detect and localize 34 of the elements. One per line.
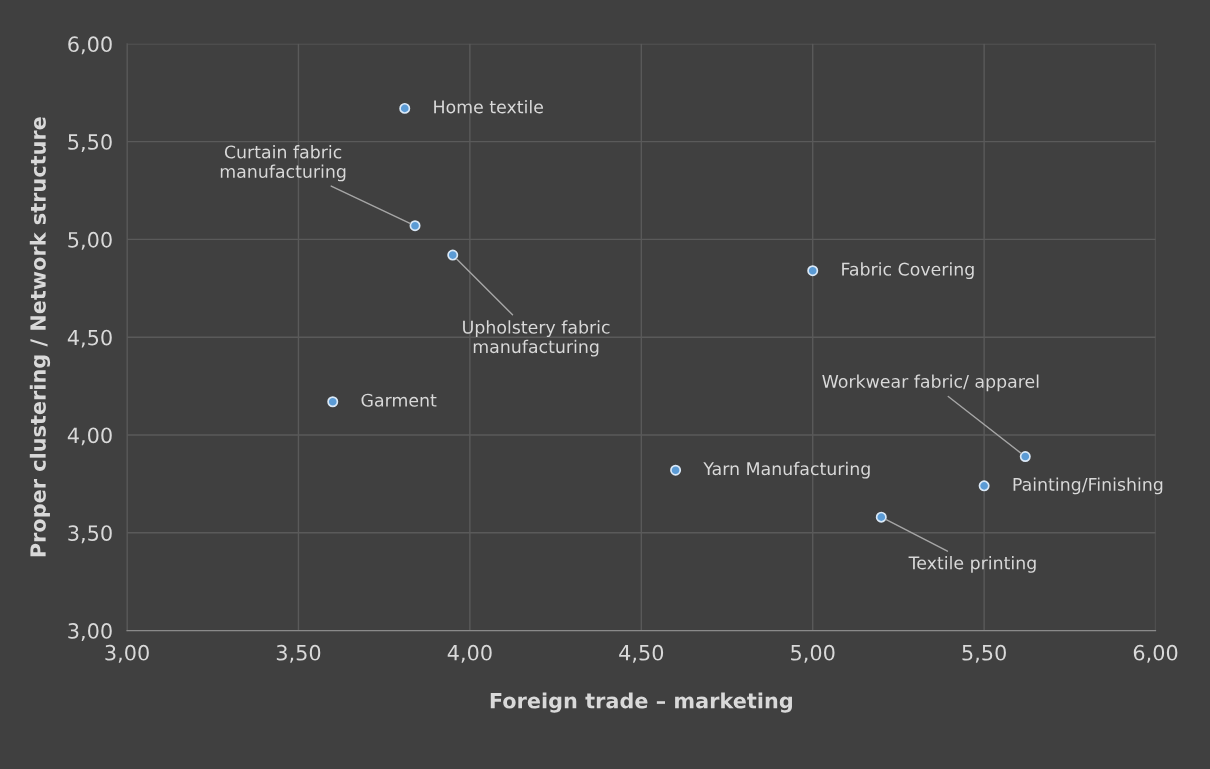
y-tick-label: 4,50 xyxy=(67,329,112,348)
x-tick-label: 5,50 xyxy=(962,644,1006,663)
point xyxy=(447,249,459,261)
point xyxy=(875,511,887,523)
x-tick-label: 3,50 xyxy=(276,644,321,663)
annotation: Painting/Finishing xyxy=(1013,477,1163,495)
annotation: Upholstery fabric manufacturing xyxy=(463,320,610,357)
point xyxy=(1019,451,1031,463)
point xyxy=(978,480,990,492)
annotation: Curtain fabric manufacturing xyxy=(220,145,346,182)
y-axis-title: Proper clustering / Network structure xyxy=(29,117,51,557)
point xyxy=(807,265,819,277)
annotation: Home textile xyxy=(434,99,543,114)
y-tick-label: 5,00 xyxy=(68,231,112,250)
x-tick-label: 6,00 xyxy=(1133,644,1178,663)
x-tick-label: 5,00 xyxy=(791,644,835,663)
annotation: Yarn Manufacturing xyxy=(703,461,870,479)
y-tick-label: 3,00 xyxy=(68,623,112,641)
x-tick-label: 4,50 xyxy=(619,644,664,663)
x-tick-label: 3,00 xyxy=(105,644,149,663)
point xyxy=(670,464,682,476)
x-axis-title: Foreign trade – marketing xyxy=(490,692,792,713)
annotation: Fabric Covering xyxy=(842,262,974,280)
y-tick-label: 5,50 xyxy=(68,134,112,152)
point xyxy=(409,220,421,232)
annotation: Garment xyxy=(361,393,437,407)
point xyxy=(399,102,411,114)
y-tick-label: 6,00 xyxy=(68,36,112,55)
y-tick-label: 3,50 xyxy=(68,525,112,544)
x-tick-label: 4,00 xyxy=(447,644,492,663)
annotation: Workwear fabric/ apparel xyxy=(822,374,1039,392)
point xyxy=(327,396,339,408)
y-tick-label: 4,00 xyxy=(67,427,112,446)
annotation: Textile printing xyxy=(908,555,1036,573)
